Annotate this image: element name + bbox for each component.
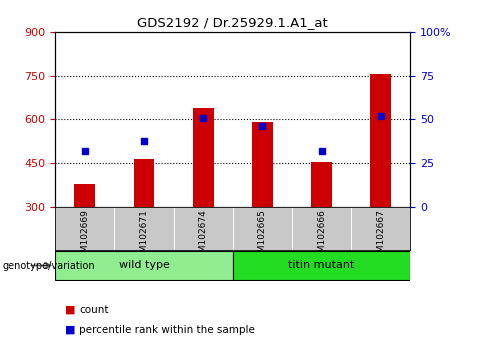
Text: GSM102674: GSM102674: [199, 209, 208, 264]
Bar: [252, 122, 273, 207]
Bar: [55, 207, 114, 250]
Bar: [174, 207, 233, 250]
Text: titin mutant: titin mutant: [288, 260, 355, 270]
Title: GDS2192 / Dr.25929.1.A1_at: GDS2192 / Dr.25929.1.A1_at: [137, 16, 328, 29]
Bar: [351, 207, 410, 250]
Bar: [371, 74, 391, 207]
Text: ■: ■: [65, 325, 75, 335]
Bar: [114, 207, 174, 250]
Text: GSM102669: GSM102669: [80, 209, 89, 264]
Bar: [74, 184, 95, 207]
Text: GSM102671: GSM102671: [140, 209, 148, 264]
Text: count: count: [79, 305, 108, 315]
Text: GSM102665: GSM102665: [258, 209, 267, 264]
Text: ■: ■: [65, 305, 75, 315]
Text: wild type: wild type: [119, 260, 169, 270]
Text: genotype/variation: genotype/variation: [2, 261, 95, 271]
Text: GSM102667: GSM102667: [376, 209, 385, 264]
Text: percentile rank within the sample: percentile rank within the sample: [79, 325, 255, 335]
Bar: [292, 207, 351, 250]
Bar: [133, 159, 155, 207]
FancyBboxPatch shape: [55, 251, 233, 280]
FancyBboxPatch shape: [233, 251, 410, 280]
Bar: [311, 162, 332, 207]
Bar: [233, 207, 292, 250]
Bar: [193, 108, 214, 207]
Text: GSM102666: GSM102666: [317, 209, 326, 264]
